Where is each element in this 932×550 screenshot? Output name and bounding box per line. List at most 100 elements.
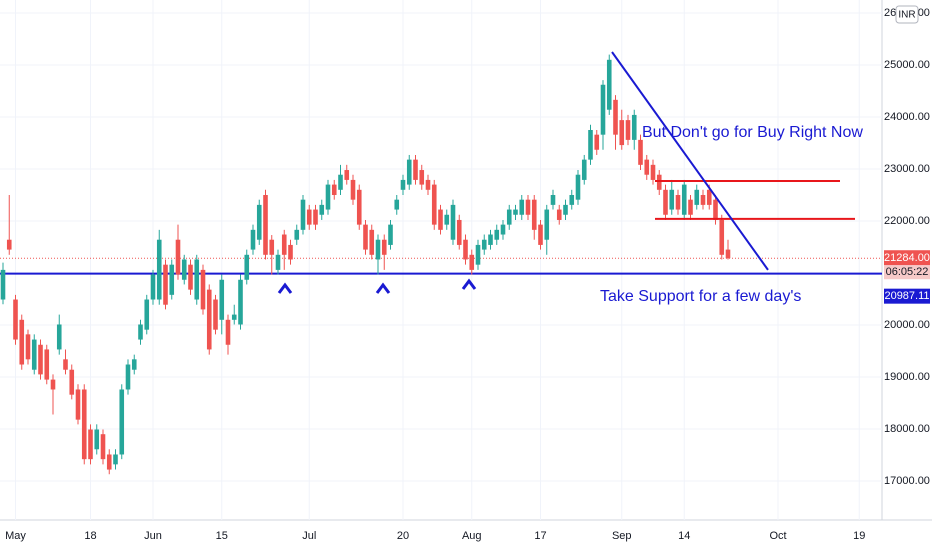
candle-body: [25, 334, 31, 360]
candle-body: [250, 229, 256, 250]
x-tick-label: Aug: [462, 530, 482, 542]
candle-body: [288, 244, 293, 260]
candle-body: [650, 164, 656, 180]
candle-body: [513, 209, 518, 215]
last-price-label: 21284.00: [884, 252, 930, 264]
candle-body: [725, 249, 731, 259]
candle-body: [238, 279, 243, 325]
candle-body: [594, 134, 600, 150]
candle-body: [169, 264, 175, 295]
candle-body: [388, 224, 393, 245]
x-tick-label: 14: [678, 530, 690, 542]
candle-body: [506, 209, 512, 225]
y-tick-label: 25000.00: [884, 59, 930, 71]
candle-body: [613, 99, 618, 135]
candle-body: [719, 219, 725, 255]
candle-body: [644, 159, 650, 175]
y-tick-label: 19000.00: [884, 371, 930, 383]
candle-body: [350, 179, 356, 200]
candle-body: [488, 234, 493, 245]
candle-body: [225, 319, 231, 345]
candle-body: [63, 359, 68, 370]
candle-body: [125, 364, 131, 390]
candle-body: [150, 274, 156, 300]
candle-body: [256, 204, 262, 240]
x-tick-label: Sep: [612, 530, 632, 542]
candle-body: [219, 279, 225, 320]
candle-body: [338, 174, 343, 190]
candle-body: [94, 429, 100, 450]
currency-label: INR: [898, 10, 915, 21]
candle-body: [538, 224, 543, 245]
candle-body: [625, 120, 631, 140]
caret-markers: [277, 278, 477, 294]
candle-body: [88, 429, 93, 460]
candle-body: [569, 195, 575, 205]
candle-body: [356, 189, 362, 225]
candle-body: [581, 159, 587, 180]
candle-body: [188, 264, 193, 290]
candle-body: [675, 195, 681, 210]
candle-body: [231, 314, 237, 320]
candle-body: [175, 239, 181, 275]
candle-body: [656, 174, 662, 190]
candle-body: [619, 120, 625, 146]
candle-body: [525, 199, 531, 215]
countdown-box: [884, 265, 930, 280]
candle-body: [681, 184, 687, 215]
candle-body: [638, 139, 643, 165]
candle-body: [213, 299, 218, 330]
candle-body: [406, 159, 412, 185]
candle-body: [163, 264, 168, 305]
x-tick-label: Jul: [302, 530, 316, 542]
candle-body: [425, 179, 431, 190]
candle-body: [413, 159, 418, 180]
candle-body: [575, 174, 581, 200]
currency-badge: [895, 5, 919, 24]
candle-body: [663, 189, 668, 215]
candle-body: [281, 234, 287, 255]
candle-body: [44, 349, 50, 380]
candle-body: [519, 199, 525, 215]
candle-body: [456, 219, 462, 245]
support-price-box: [884, 288, 930, 304]
x-tick-label: May: [5, 530, 26, 542]
candle-body: [463, 239, 468, 260]
x-tick-label: 17: [534, 530, 546, 542]
candle-body: [69, 369, 75, 395]
support-price-label: 20987.11: [884, 290, 929, 302]
candle-body: [588, 130, 593, 160]
last-price-box: [884, 250, 930, 266]
candle-body: [75, 389, 81, 420]
candle-body: [144, 299, 150, 330]
candle-body: [381, 239, 387, 255]
candle-body: [119, 389, 125, 455]
candle-body: [631, 114, 637, 140]
caret: [277, 282, 293, 294]
candle-body: [325, 184, 331, 210]
candle-body: [156, 239, 162, 300]
candle-body: [106, 454, 112, 470]
candle-body: [556, 209, 562, 220]
countdown-label: 06:05:22: [886, 266, 929, 278]
candle-body: [294, 229, 300, 240]
candle-body: [6, 239, 12, 250]
candle-body: [394, 199, 400, 210]
caret: [461, 278, 477, 290]
candle-body: [481, 239, 487, 250]
y-tick-label: 24000.00: [884, 111, 930, 123]
candle-body: [113, 454, 118, 465]
candle-body: [694, 189, 700, 205]
candle-body: [500, 224, 506, 235]
candle-body: [606, 59, 612, 110]
candle-body: [181, 259, 187, 280]
candle-body: [300, 199, 306, 230]
x-tick-label: 19: [853, 530, 865, 542]
x-tick-label: Oct: [769, 530, 786, 542]
y-tick-label: 18000.00: [884, 423, 930, 435]
y-tick-label: 17000.00: [884, 475, 930, 487]
caret: [375, 282, 391, 294]
candle-body: [263, 195, 268, 255]
